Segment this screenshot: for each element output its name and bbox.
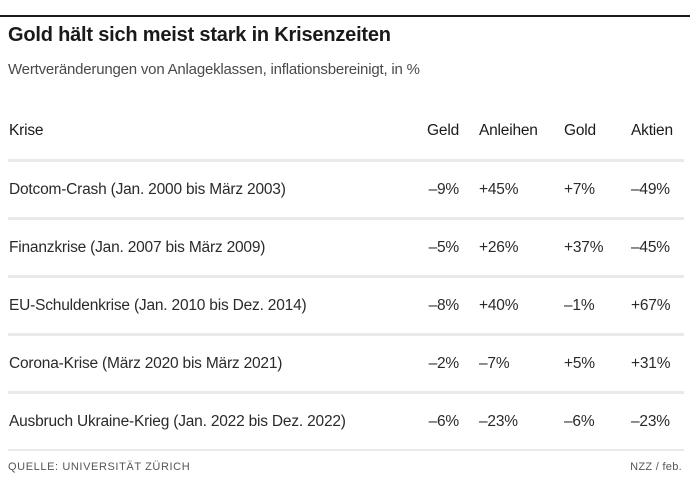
col-header-krise: Krise [8, 102, 404, 162]
cell-geld: –9% [404, 160, 462, 220]
cell-aktien: +31% [629, 334, 684, 394]
cell-anleihen: +45% [462, 160, 564, 220]
cell-anleihen: –23% [462, 392, 564, 451]
table-row: Dotcom-Crash (Jan. 2000 bis März 2003) –… [8, 160, 684, 220]
cell-geld: –2% [404, 334, 462, 394]
cell-gold: +7% [564, 160, 629, 220]
cell-gold: +5% [564, 334, 629, 394]
cell-gold: +37% [564, 218, 629, 278]
credit-note: NZZ / feb. [630, 461, 682, 473]
cell-aktien: +67% [629, 276, 684, 336]
col-header-anleihen: Anleihen [462, 102, 564, 162]
col-header-gold: Gold [564, 102, 629, 162]
cell-anleihen: +40% [462, 276, 564, 336]
cell-anleihen: +26% [462, 218, 564, 278]
cell-aktien: –23% [629, 392, 684, 451]
cell-aktien: –45% [629, 218, 684, 278]
cell-gold: –6% [564, 392, 629, 451]
col-header-geld: Geld [404, 102, 462, 162]
col-header-aktien: Aktien [629, 102, 684, 162]
cell-gold: –1% [564, 276, 629, 336]
table-row: Ausbruch Ukraine-Krieg (Jan. 2022 bis De… [8, 392, 684, 451]
cell-geld: –6% [404, 392, 462, 451]
table-row: Finanzkrise (Jan. 2007 bis März 2009) –5… [8, 218, 684, 278]
cell-krise: Finanzkrise (Jan. 2007 bis März 2009) [8, 218, 404, 278]
data-table: Krise Geld Anleihen Gold Aktien Dotcom-C… [8, 102, 684, 451]
cell-krise: Corona-Krise (März 2020 bis März 2021) [8, 334, 404, 394]
source-note: QUELLE: UNIVERSITÄT ZÜRICH [8, 461, 191, 473]
top-rule [0, 15, 690, 17]
cell-anleihen: –7% [462, 334, 564, 394]
cell-krise: Dotcom-Crash (Jan. 2000 bis März 2003) [8, 160, 404, 220]
chart-subtitle: Wertveränderungen von Anlageklassen, inf… [8, 61, 420, 78]
cell-geld: –5% [404, 218, 462, 278]
chart-title: Gold hält sich meist stark in Krisenzeit… [8, 24, 391, 46]
table-row: Corona-Krise (März 2020 bis März 2021) –… [8, 334, 684, 394]
cell-krise: Ausbruch Ukraine-Krieg (Jan. 2022 bis De… [8, 392, 404, 451]
header-row: Krise Geld Anleihen Gold Aktien [8, 102, 684, 162]
cell-geld: –8% [404, 276, 462, 336]
cell-krise: EU-Schuldenkrise (Jan. 2010 bis Dez. 201… [8, 276, 404, 336]
cell-aktien: –49% [629, 160, 684, 220]
table-row: EU-Schuldenkrise (Jan. 2010 bis Dez. 201… [8, 276, 684, 336]
